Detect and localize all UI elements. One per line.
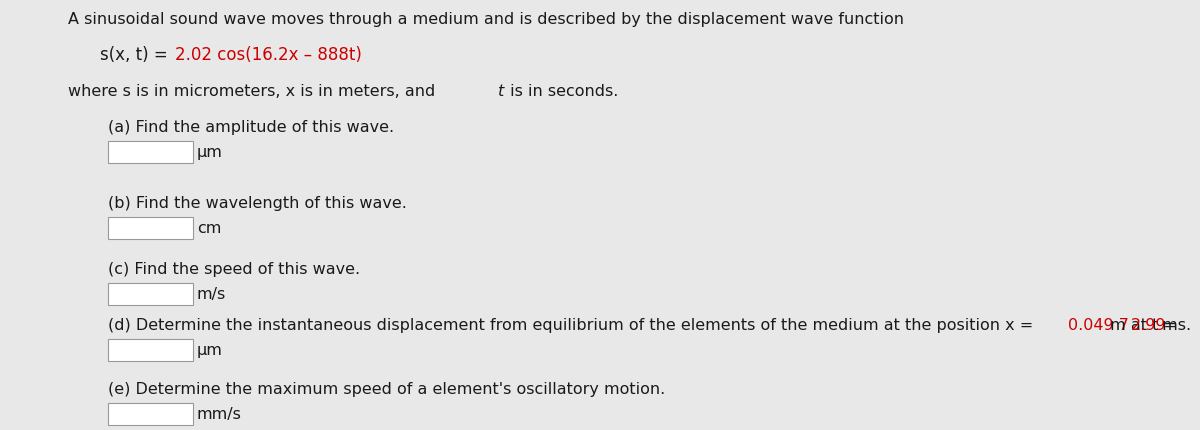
Text: (a) Find the amplitude of this wave.: (a) Find the amplitude of this wave. — [108, 120, 394, 135]
Text: m at t =: m at t = — [1105, 317, 1182, 332]
Text: (c) Find the speed of this wave.: (c) Find the speed of this wave. — [108, 261, 360, 276]
Text: μm: μm — [197, 342, 223, 357]
Text: t: t — [498, 84, 504, 99]
Text: μm: μm — [197, 144, 223, 160]
Text: where s is in micrometers, x is in meters, and: where s is in micrometers, x is in meter… — [68, 84, 440, 99]
Text: (b) Find the wavelength of this wave.: (b) Find the wavelength of this wave. — [108, 196, 407, 211]
Text: (d) Determine the instantaneous displacement from equilibrium of the elements of: (d) Determine the instantaneous displace… — [108, 317, 1038, 332]
Text: mm/s: mm/s — [197, 406, 242, 421]
Text: m/s: m/s — [197, 286, 227, 301]
Text: ms.: ms. — [1157, 317, 1192, 332]
Text: A sinusoidal sound wave moves through a medium and is described by the displacem: A sinusoidal sound wave moves through a … — [68, 12, 904, 27]
Text: is in seconds.: is in seconds. — [505, 84, 618, 99]
Text: s(x, t) =: s(x, t) = — [100, 46, 173, 64]
Text: 2.02 cos(16.2x – 888t): 2.02 cos(16.2x – 888t) — [175, 46, 362, 64]
Text: 0.049 7: 0.049 7 — [1068, 317, 1129, 332]
Text: (e) Determine the maximum speed of a element's oscillatory motion.: (e) Determine the maximum speed of a ele… — [108, 381, 665, 396]
Text: cm: cm — [197, 221, 221, 236]
Text: 2.99: 2.99 — [1132, 317, 1166, 332]
